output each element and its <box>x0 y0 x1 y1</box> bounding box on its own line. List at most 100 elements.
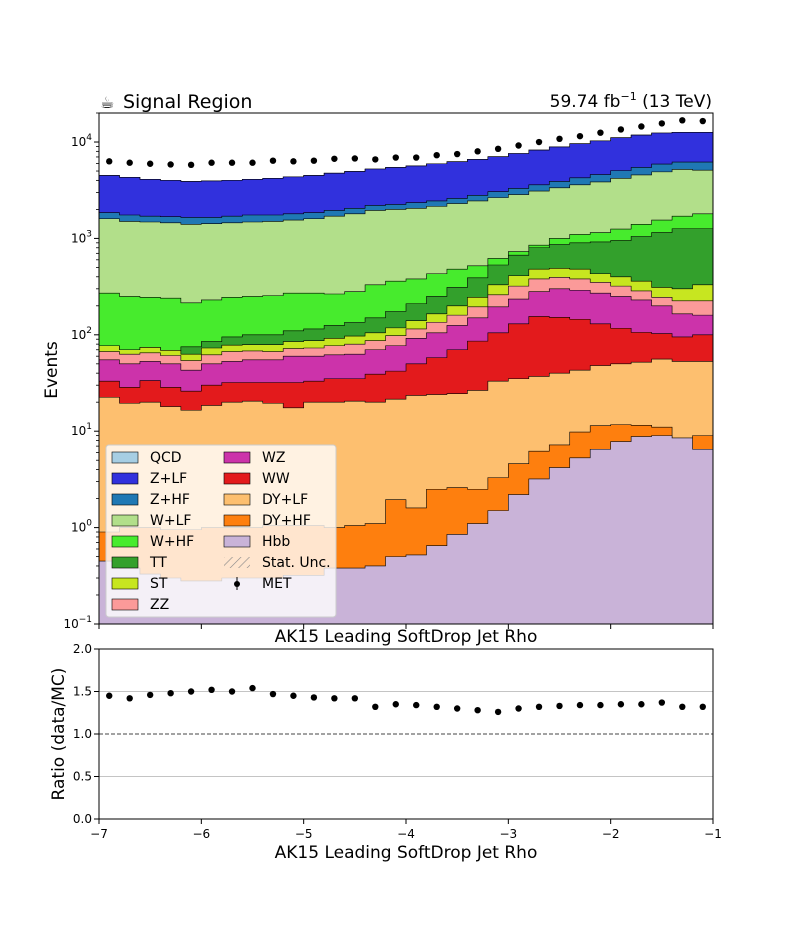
region-title-text: Signal Region <box>123 91 252 113</box>
lumi-label: 59.74 fb−1 (13 TeV) <box>550 90 712 112</box>
ratio-point <box>392 701 399 708</box>
data-point <box>556 135 563 142</box>
ratio-point <box>679 703 686 710</box>
ratio-point <box>638 701 645 708</box>
data-point <box>208 159 215 166</box>
y-tick-base: 10 <box>63 617 78 631</box>
stacked-histogram <box>99 132 713 624</box>
data-point <box>269 157 277 164</box>
ratio-points <box>106 684 706 716</box>
y-tick-exponent: −1 <box>79 615 92 625</box>
legend-label: Z+LF <box>150 471 187 487</box>
y-tick-base: 10 <box>71 521 86 535</box>
ratio-point <box>187 688 195 695</box>
y-tick-label: 103 <box>71 229 92 245</box>
data-point <box>392 154 399 161</box>
legend-entry: W+LF <box>111 513 191 529</box>
energy-label: (13 TeV) <box>642 92 712 112</box>
data-point <box>106 158 113 165</box>
legend-swatch <box>111 451 139 464</box>
data-point <box>372 156 379 163</box>
data-point <box>515 142 522 149</box>
main-y-axis-label: Events <box>42 341 62 399</box>
data-point <box>453 150 461 158</box>
legend-entry: W+HF <box>111 534 194 550</box>
ratio-point <box>515 705 522 712</box>
legend-label: MET <box>262 576 292 592</box>
ratio-x-ticks: −7 −6 −5 −4 −3 −2 −1 <box>90 819 722 841</box>
data-point <box>126 159 133 166</box>
legend-label: WW <box>262 471 290 487</box>
ratio-point <box>228 688 236 695</box>
ratio-y-tick-label: 2.0 <box>73 642 92 656</box>
region-title: ☕ Signal Region <box>100 91 252 113</box>
legend-swatch <box>111 577 139 590</box>
legend-entry: MET <box>234 576 292 592</box>
data-point <box>576 132 584 140</box>
ratio-y-tick-label: 0.5 <box>73 770 92 784</box>
legend-entry: QCD <box>111 450 182 466</box>
ratio-point <box>617 701 625 708</box>
ratio-point <box>167 690 174 697</box>
x-tick-label: −4 <box>397 827 415 841</box>
legend-label: WZ <box>262 450 285 466</box>
data-point <box>617 126 625 133</box>
legend-label: ZZ <box>150 597 169 613</box>
ratio-point <box>372 703 379 710</box>
legend-swatch <box>111 556 139 569</box>
ratio-grid <box>99 691 713 777</box>
legend-entry: DY+HF <box>223 513 311 529</box>
ratio-point <box>351 695 359 702</box>
y-tick-exponent: 4 <box>86 133 92 143</box>
ratio-point <box>290 692 297 699</box>
legend-swatch <box>111 535 139 548</box>
legend-label: TT <box>149 555 167 571</box>
legend-label: DY+HF <box>262 513 311 529</box>
ratio-x-axis-label: AK15 Leading SoftDrop Jet Rho <box>275 843 538 863</box>
ratio-point <box>249 684 256 692</box>
data-point <box>679 117 686 124</box>
legend-label: W+HF <box>150 534 194 550</box>
x-tick-label: −3 <box>499 827 517 841</box>
legend-entry: Z+LF <box>111 471 187 487</box>
legend: QCD Z+LF Z+HF W+LF W+HF TT ST ZZ WZ WW DY+LF DY+HF H… <box>105 444 337 618</box>
data-point <box>290 158 297 165</box>
legend-entry: ST <box>111 576 168 592</box>
legend-entry: ZZ <box>111 597 169 613</box>
legend-hatch-swatch <box>224 557 250 568</box>
legend-label: Stat. Unc. <box>262 555 331 571</box>
data-point <box>433 151 440 159</box>
y-tick-base: 10 <box>71 328 86 342</box>
legend-entry: Stat. Unc. <box>224 555 331 571</box>
ratio-point <box>556 702 563 710</box>
coffee-cup-icon: ☕ <box>100 93 114 112</box>
data-points <box>106 117 706 169</box>
main-x-axis-label: AK15 Leading SoftDrop Jet Rho <box>275 627 538 647</box>
ratio-y-ticks: 0.0 0.5 1.0 1.5 2.0 <box>73 642 99 826</box>
data-point <box>474 148 481 155</box>
y-tick-exponent: 0 <box>86 519 92 529</box>
y-tick-base: 10 <box>71 135 86 149</box>
ratio-y-tick-label: 1.0 <box>73 727 92 741</box>
y-tick-exponent: 3 <box>86 229 92 239</box>
y-tick-label: 102 <box>71 326 92 342</box>
legend-swatch <box>223 472 251 485</box>
y-tick-exponent: 1 <box>86 422 92 432</box>
data-point <box>146 160 154 167</box>
legend-swatch <box>223 514 251 527</box>
data-point <box>413 154 420 161</box>
ratio-point <box>331 695 338 702</box>
legend-swatch <box>111 472 139 485</box>
ratio-point <box>126 695 133 702</box>
data-point <box>658 120 666 127</box>
ratio-point <box>433 703 440 710</box>
ratio-point <box>453 705 461 712</box>
legend-entry: TT <box>111 555 167 571</box>
ratio-point <box>310 694 318 701</box>
data-point <box>187 161 195 169</box>
y-tick-label: 100 <box>71 519 92 535</box>
x-tick-label: −1 <box>704 827 722 841</box>
legend-swatch <box>111 493 139 506</box>
